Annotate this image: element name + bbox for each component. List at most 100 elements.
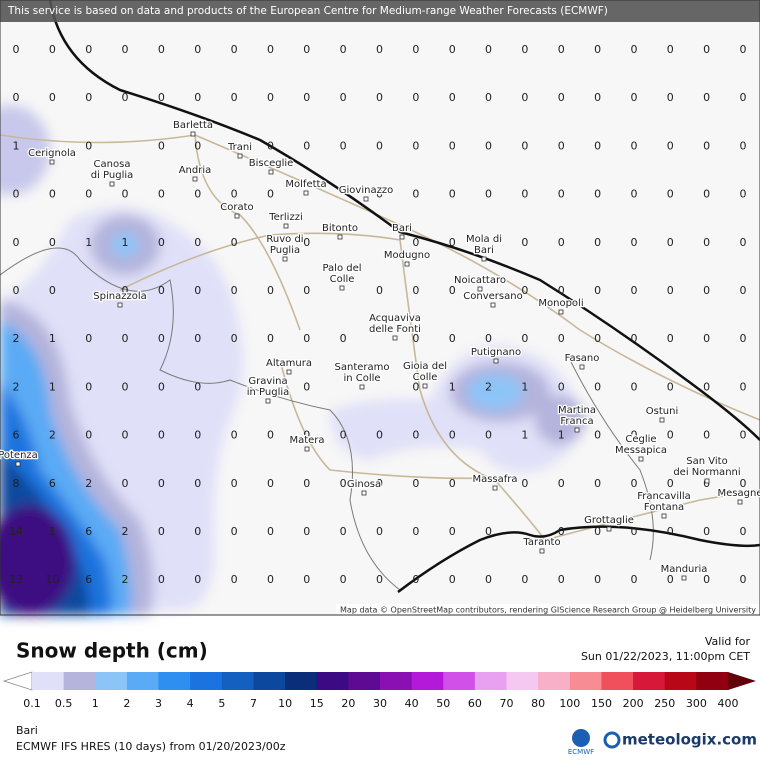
legend-label: 60 (468, 697, 482, 710)
grid-value: 0 (194, 188, 201, 201)
grid-value: 0 (667, 43, 674, 56)
grid-value: 0 (740, 477, 747, 490)
grid-value: 0 (740, 380, 747, 393)
grid-value: 0 (485, 573, 492, 586)
grid-value: 0 (303, 284, 310, 297)
grid-value: 0 (231, 525, 238, 538)
grid-value: 0 (13, 91, 20, 104)
grid-value: 10 (45, 573, 59, 586)
grid-value: 0 (122, 43, 129, 56)
grid-value: 0 (267, 477, 274, 490)
grid-value: 0 (303, 573, 310, 586)
grid-value: 0 (594, 139, 601, 152)
grid-value: 0 (340, 477, 347, 490)
city-marker (234, 213, 240, 219)
grid-value: 1 (521, 429, 528, 442)
grid-value: 1 (521, 380, 528, 393)
city-marker (539, 548, 545, 554)
grid-value: 0 (267, 91, 274, 104)
city-label: Bari (474, 245, 494, 256)
grid-value: 0 (558, 188, 565, 201)
grid-value: 13 (9, 573, 23, 586)
grid-value: 0 (267, 332, 274, 345)
city-label: Corato (220, 202, 253, 213)
city-label: Conversano (463, 291, 522, 302)
legend-swatch (696, 672, 729, 690)
grid-value: 0 (594, 188, 601, 201)
city-label: Cerignola (28, 148, 76, 159)
grid-value: 0 (449, 429, 456, 442)
grid-value: 0 (703, 332, 710, 345)
city-marker (303, 190, 309, 196)
legend-swatch (316, 672, 349, 690)
city-label: Massafra (472, 474, 517, 485)
city-label: Palo del (322, 263, 361, 274)
grid-value: 0 (376, 525, 383, 538)
grid-value: 0 (521, 477, 528, 490)
city-label: in Puglia (247, 387, 290, 398)
grid-value: 0 (122, 429, 129, 442)
legend-label: 150 (591, 697, 612, 710)
grid-value: 0 (740, 139, 747, 152)
grid-value: 1 (49, 525, 56, 538)
legend-swatch (380, 672, 413, 690)
grid-value: 0 (740, 91, 747, 104)
grid-value: 0 (412, 525, 419, 538)
city-marker (704, 478, 710, 484)
grid-value: 0 (558, 139, 565, 152)
grid-value: 0 (303, 429, 310, 442)
city-marker (558, 309, 564, 315)
grid-value: 0 (449, 91, 456, 104)
city-label: Messapica (615, 445, 667, 456)
grid-value: 0 (630, 332, 637, 345)
legend-swatch (221, 672, 254, 690)
grid-value: 0 (594, 429, 601, 442)
grid-value: 0 (194, 43, 201, 56)
grid-value: 0 (49, 188, 56, 201)
grid-value: 0 (303, 43, 310, 56)
city-label: Bitonto (322, 223, 358, 234)
location: Bari (16, 724, 38, 737)
grid-value: 0 (13, 188, 20, 201)
grid-value: 0 (558, 573, 565, 586)
city-label: Putignano (471, 347, 521, 358)
grid-value: 0 (158, 332, 165, 345)
city-marker (477, 286, 483, 292)
city-label: Modugno (384, 250, 430, 261)
grid-value: 0 (412, 188, 419, 201)
grid-value: 0 (194, 477, 201, 490)
legend-label: 40 (405, 697, 419, 710)
grid-value: 1 (85, 236, 92, 249)
grid-value: 0 (449, 332, 456, 345)
city-marker (15, 461, 21, 467)
valid-label: Valid for (705, 635, 751, 648)
grid-value: 1 (558, 429, 565, 442)
legend-label: 15 (310, 697, 324, 710)
grid-value: 0 (412, 91, 419, 104)
grid-value: 0 (194, 139, 201, 152)
grid-value: 0 (340, 429, 347, 442)
legend-swatch (348, 672, 381, 690)
grid-values: 0 0 0 0 0 0 0 0 0 0 0 0 0 0 0 0 0 0 0 0 0 0 0 0 0 0 0 0 0 0 0 0 0 0 0 0 0 0 0 0… (9, 43, 747, 586)
city-label: Acquaviva (369, 313, 421, 324)
grid-value: 0 (13, 236, 20, 249)
grid-value: 8 (13, 477, 20, 490)
legend: 0.1 0.5 1 2 3 4 5 7 10 15 20 30 40 50 60 70 80 100 150 200 2… (23, 672, 739, 710)
grid-value: 0 (485, 91, 492, 104)
legend-arrow-low (2, 671, 33, 691)
legend-label: 250 (654, 697, 675, 710)
city-label: Santeramo (335, 362, 390, 373)
grid-value: 0 (376, 573, 383, 586)
legend-swatch (601, 672, 634, 690)
city-label: Canosa (94, 159, 131, 170)
city-label: Altamura (266, 358, 312, 369)
grid-value: 0 (740, 188, 747, 201)
city-label: Martina (558, 405, 596, 416)
grid-value: 0 (485, 525, 492, 538)
city-marker (109, 181, 115, 187)
city-label: Mola di (466, 234, 502, 245)
legend-label: 0.1 (23, 697, 41, 710)
grid-value: 0 (376, 43, 383, 56)
grid-value: 0 (521, 573, 528, 586)
